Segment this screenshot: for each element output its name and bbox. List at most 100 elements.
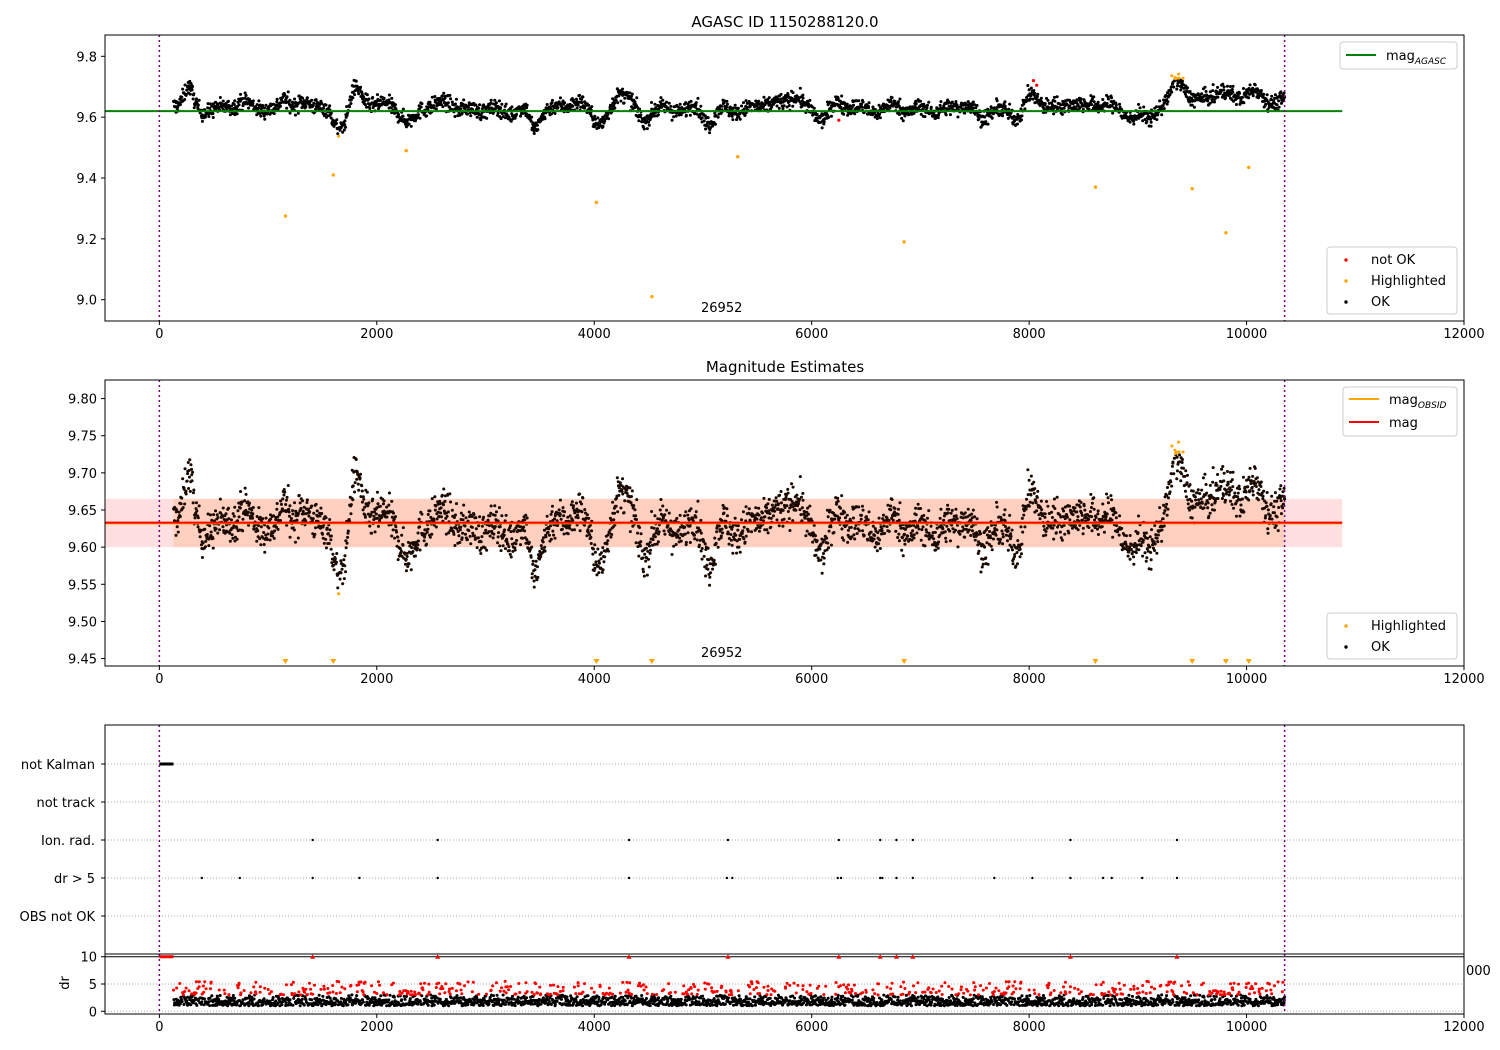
legend-label: Highlighted (1371, 619, 1446, 634)
flag-event-point (726, 838, 730, 842)
y-tick-label: 9.0 (76, 294, 97, 309)
flags-y-axis: not Kalman not track Ion. rad. dr > 5 OBS no… (20, 758, 105, 925)
y-tick-label: 10 (80, 951, 97, 966)
agasc-x-axis: 0 2000 4000 6000 8000 10000 12000 (155, 321, 1485, 342)
highlighted-outlier-point (1093, 185, 1098, 189)
x-tick-label: 4000 (578, 1020, 611, 1035)
flag-event-point (1101, 876, 1105, 880)
legend-frame (1326, 246, 1458, 315)
dr-capped-marker (893, 954, 899, 959)
magnitude-annotation: 26952 (701, 646, 742, 661)
legend-orange-dot-icon (1344, 624, 1348, 628)
x-tick-label: 12000 (1443, 672, 1484, 687)
flag-event-point (731, 876, 734, 880)
dr-capped-marker (1174, 954, 1180, 959)
x-tick-label: 2000 (360, 1020, 393, 1035)
dr-plot-marks (105, 954, 1464, 1014)
flag-event-point (878, 838, 882, 842)
y-tick-label: 9.8 (76, 50, 97, 65)
highlighted-outlier-point (283, 214, 288, 218)
legend-label: OK (1371, 295, 1390, 310)
offscale-down-marker (1189, 659, 1196, 664)
dr-capped-marker (626, 954, 632, 959)
y-tick-label: 9.75 (68, 430, 97, 445)
agasc-panel: AGASC ID 1150288120.0 0 2000 4000 6000 8000 1… (76, 13, 1484, 342)
y-tick-label: 5 (89, 978, 97, 993)
legend-frame (1326, 612, 1458, 660)
flag-event-point (627, 876, 631, 880)
flag-category-label: dr > 5 (54, 872, 95, 887)
flag-event-point (436, 838, 439, 842)
flag-event-point (358, 876, 361, 880)
flag-event-point (878, 876, 882, 880)
dr-capped-span (159, 955, 174, 959)
legend-black-dot-icon (1344, 645, 1348, 649)
y-tick-label: 9.45 (68, 653, 97, 668)
x-tick-label: 8000 (1013, 1020, 1046, 1035)
agasc-chart-title: AGASC ID 1150288120.0 (691, 13, 878, 31)
flag-category-label: Ion. rad. (41, 834, 95, 849)
x-tick-label: 0 (155, 672, 163, 687)
flag-event-point (911, 876, 914, 880)
flag-category-label: not track (36, 796, 95, 811)
agasc-point-legend: not OK Highlighted OK (1326, 246, 1458, 315)
x-tick-label: 10000 (1226, 1020, 1267, 1035)
x-tick-label: 2000 (360, 327, 393, 342)
highlighted-outlier-point (331, 173, 336, 177)
flag-event-point (200, 876, 203, 880)
flag-event-point (881, 876, 884, 880)
highlighted-outlier-point (902, 240, 906, 244)
flag-category-label: not Kalman (21, 758, 95, 773)
x-tick-label: 4000 (578, 672, 611, 687)
x-tick-label: 12000 (1443, 327, 1484, 342)
highlighted-outlier-point (1224, 231, 1228, 235)
y-tick-label: 9.55 (68, 578, 97, 593)
offscale-down-marker (330, 659, 337, 664)
agasc-annotation: 26952 (701, 301, 742, 316)
dr-capped-marker (310, 954, 316, 959)
flag-event-point (1069, 838, 1072, 842)
legend-black-dot-icon (1344, 300, 1348, 304)
not-ok-point (837, 118, 841, 122)
flag-event-point (311, 838, 314, 842)
legend-frame (1339, 41, 1458, 70)
offscale-down-marker (648, 659, 655, 664)
flag-category-label: OBS not OK (20, 910, 96, 925)
dr-high-points (172, 979, 1285, 997)
magnitude-panel: Magnitude Estimates 0 2000 4000 6000 8000 100… (68, 358, 1485, 687)
highlighted-outlier-point (594, 200, 599, 205)
highlighted-outlier-point (1247, 165, 1251, 170)
y-tick-label: 9.50 (68, 615, 97, 630)
not-ok-point (1035, 83, 1039, 87)
agasc-plot-marks (105, 35, 1343, 321)
x-tick-label: 6000 (795, 327, 828, 342)
magnitude-line-legend: magOBSID mag (1342, 386, 1458, 437)
highlighted-outlier-point (404, 148, 408, 153)
dr-capped-marker (836, 954, 842, 959)
dr-capped-marker (725, 954, 731, 959)
x-tick-label: 8000 (1013, 327, 1046, 342)
legend-label: not OK (1371, 253, 1416, 268)
dr-capped-marker (877, 954, 883, 959)
offscale-down-marker (593, 659, 600, 664)
magnitude-plot-frame (104, 379, 1465, 667)
legend-label: mag (1389, 416, 1418, 431)
highlighted-outlier-point (1190, 186, 1194, 191)
dr-panel: 0 2000 4000 6000 8000 10000 12000 0 5 10 dr 000 (58, 951, 1491, 1035)
ok-points (172, 77, 1287, 136)
x-tick-label: 6000 (795, 1020, 828, 1035)
y-tick-label: 9.6 (76, 111, 97, 126)
dr-x-axis: 0 2000 4000 6000 8000 10000 12000 (155, 1014, 1485, 1035)
flags-plot-marks (105, 725, 1464, 954)
y-tick-label: 0 (89, 1005, 97, 1020)
magnitude-y-axis: 9.45 9.50 9.55 9.60 9.65 9.70 9.75 9.80 (68, 393, 105, 668)
flag-event-point (1175, 876, 1179, 880)
highlighted-points (337, 440, 1185, 596)
offscale-down-marker (1222, 659, 1229, 664)
flag-event-point (993, 876, 996, 880)
flag-event-point (1140, 876, 1144, 880)
flag-event-point (837, 838, 841, 842)
magnitude-x-axis: 0 2000 4000 6000 8000 10000 12000 (155, 666, 1485, 687)
dr-capped-marker (435, 954, 441, 959)
